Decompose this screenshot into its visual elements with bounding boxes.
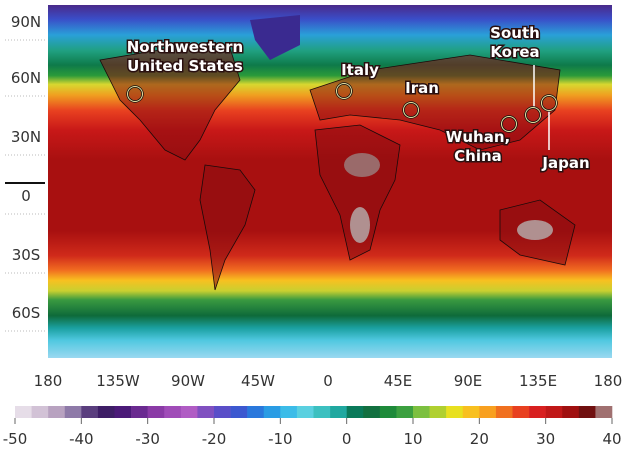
colorbar-swatch: [214, 406, 231, 418]
colorbar-label: 40: [602, 430, 621, 448]
location-marker-inner: [127, 86, 143, 102]
colorbar-swatch: [429, 406, 447, 418]
colorbar-swatch: [147, 406, 165, 418]
location-marker-inner: [336, 83, 352, 99]
annotation-label: South: [490, 24, 540, 42]
greenland: [250, 15, 300, 60]
colorbar-label: -40: [69, 430, 94, 448]
hot-spot: [350, 207, 370, 243]
colorbar-swatch: [578, 406, 596, 418]
annotation-label: Korea: [490, 43, 539, 61]
annotation-label: Wuhan,: [446, 128, 510, 146]
colorbar-swatch: [313, 406, 331, 418]
colorbar-swatch: [48, 406, 66, 418]
location-marker-inner: [501, 116, 517, 132]
colorbar-swatch: [413, 406, 430, 418]
lat-label: 60S: [12, 304, 41, 322]
map: [48, 5, 612, 358]
lat-label: 30S: [12, 246, 41, 264]
colorbar-label: -30: [135, 430, 160, 448]
colorbar-swatch: [263, 406, 281, 418]
lon-label: 0: [323, 372, 333, 390]
lon-label: 135W: [96, 372, 140, 390]
colorbar-swatch: [495, 406, 513, 418]
colorbar-swatch: [595, 406, 613, 418]
colorbar-swatch: [545, 406, 563, 418]
colorbar-label: -10: [268, 430, 293, 448]
annotation-label: Northwestern: [127, 38, 243, 56]
colorbar-swatch: [346, 406, 364, 418]
annotation-label: Japan: [541, 154, 589, 172]
colorbar-swatch: [280, 406, 298, 418]
colorbar-swatch: [64, 406, 82, 418]
lat-label: 0: [21, 187, 31, 205]
land: [99, 47, 576, 291]
colorbar-label: 20: [470, 430, 489, 448]
hot-spot: [517, 220, 553, 240]
annotation-label: United States: [127, 57, 243, 75]
lon-label: 180: [594, 372, 623, 390]
colorbar-swatch: [164, 406, 182, 418]
hot-spot: [344, 153, 380, 177]
colorbar-label: 30: [536, 430, 555, 448]
lat-label: 30N: [11, 128, 41, 146]
colorbar-swatch: [396, 406, 414, 418]
colorbar-swatch: [97, 406, 115, 418]
colorbar-swatch: [363, 406, 381, 418]
lon-label: 45E: [384, 372, 413, 390]
colorbar-swatch: [479, 406, 497, 418]
location-marker-inner: [541, 95, 557, 111]
colorbar-swatch: [197, 406, 215, 418]
colorbar-swatch: [562, 406, 580, 418]
lon-label: 90E: [454, 372, 483, 390]
location-marker-inner: [525, 107, 541, 123]
colorbar-label: -50: [3, 430, 28, 448]
colorbar-swatch: [114, 406, 132, 418]
colorbar-swatch: [296, 406, 314, 418]
colorbar-swatch: [81, 406, 99, 418]
lon-label: 135E: [519, 372, 557, 390]
colorbar-label: 10: [403, 430, 422, 448]
colorbar-swatch: [247, 406, 265, 418]
colorbar-swatch: [446, 406, 464, 418]
colorbar-label: 0: [342, 430, 352, 448]
colorbar-label: -20: [202, 430, 227, 448]
location-marker-inner: [403, 102, 419, 118]
colorbar-swatch: [330, 406, 347, 418]
colorbar-swatch: [230, 406, 248, 418]
lon-label: 45W: [241, 372, 275, 390]
colorbar-swatch: [31, 406, 49, 418]
colorbar-swatch: [529, 406, 546, 418]
colorbar-swatch: [379, 406, 397, 418]
colorbar-swatch: [180, 406, 198, 418]
colorbar-swatch: [15, 406, 32, 418]
colorbar-swatch: [512, 406, 530, 418]
annotation-label: Italy: [341, 61, 379, 79]
lon-label: 180: [34, 372, 63, 390]
annotation-label: Iran: [405, 79, 439, 97]
colorbar-swatch: [462, 406, 480, 418]
colorbar-swatch: [131, 406, 148, 418]
lon-label: 90W: [171, 372, 205, 390]
lat-label: 90N: [11, 13, 41, 31]
lat-label: 60N: [11, 69, 41, 87]
annotation-label: China: [454, 147, 502, 165]
